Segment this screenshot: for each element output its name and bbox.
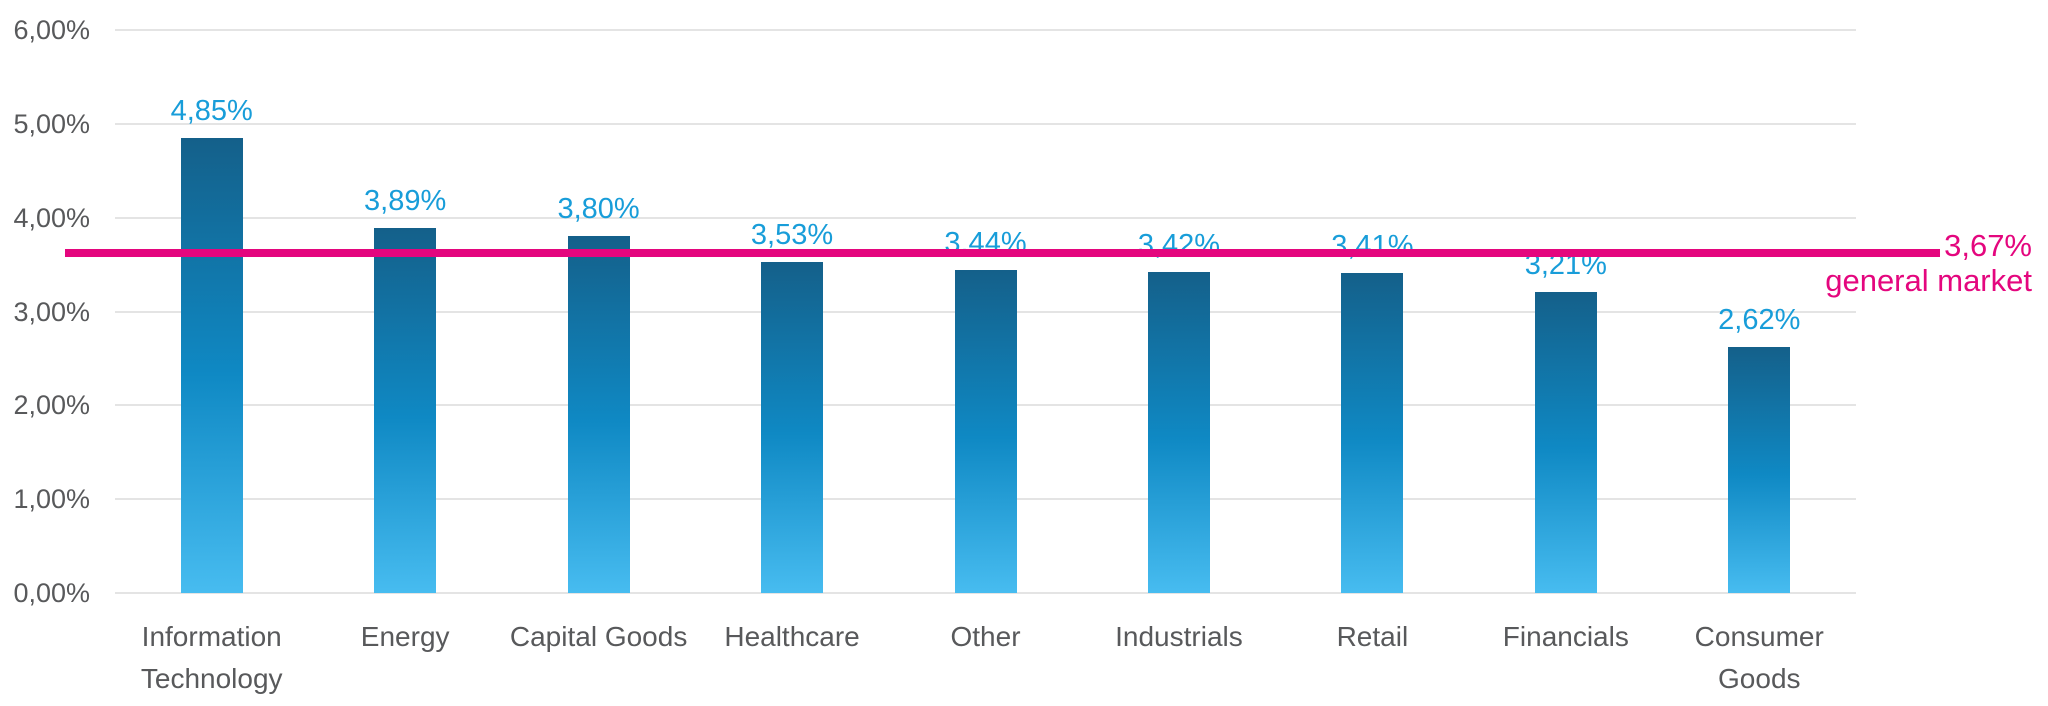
category-label-line: Financials [1502, 621, 1629, 652]
bar-value-label: 4,85% [170, 94, 253, 127]
market-average-value: 3,67% [1944, 228, 2032, 263]
category-label: Consumer Goods [1619, 616, 1899, 700]
y-axis-tick-label: 5,00% [13, 108, 90, 139]
category-label-line: Other [950, 621, 1021, 652]
category-label-line: Retail [1336, 621, 1409, 652]
category-label: Other [846, 616, 1126, 658]
bar-healthcare [761, 261, 824, 593]
category-label-line: Capital Goods [509, 621, 688, 652]
category-label: Capital Goods [459, 616, 739, 658]
y-axis-tick-label: 6,00% [13, 15, 90, 45]
category-label-line: Healthcare [724, 621, 860, 652]
market-average-label: general market [1825, 263, 2032, 298]
bar-value-label: 2,62% [1718, 304, 1801, 337]
category-label: Healthcare [652, 616, 932, 658]
gridline [115, 592, 1856, 594]
category-label: Energy [265, 616, 545, 658]
category-label-line: Technology [140, 663, 283, 694]
gridline [115, 29, 1856, 31]
bar-value-label: 3,53% [750, 218, 834, 251]
category-label-line: Industrials [1115, 621, 1243, 652]
bar-value-label: 3,80% [557, 193, 640, 226]
bar-financials [1534, 291, 1597, 593]
bar-industrials [1147, 272, 1210, 593]
market-average-annotation: 3,67% general market [1825, 228, 2032, 298]
bar-value-label: 3,41% [1331, 230, 1414, 263]
y-axis-tick-label: 3,00% [13, 296, 90, 327]
bar-consumer-goods [1728, 347, 1791, 593]
y-axis-tick-label: 4,00% [13, 202, 90, 233]
category-label: Financials [1426, 616, 1706, 658]
bar-value-label: 3,89% [364, 184, 447, 217]
y-axis-tick-label: 1,00% [13, 484, 90, 515]
bar-other [954, 270, 1017, 593]
y-axis-tick-label: 0,00% [13, 578, 90, 608]
category-label-line: Goods [1718, 663, 1801, 694]
category-label: Information Technology [72, 616, 352, 700]
bar-energy [374, 227, 437, 593]
gridline [115, 122, 1856, 125]
bar-information-technology [180, 137, 243, 593]
category-label: Industrials [1039, 616, 1319, 658]
category-label: Retail [1232, 616, 1512, 658]
y-axis-tick-label: 2,00% [13, 390, 90, 421]
category-label-line: Information [141, 621, 282, 652]
bar-retail [1341, 273, 1404, 593]
market-average-line [65, 248, 1940, 257]
category-label-line: Consumer [1694, 621, 1824, 652]
gridline [115, 216, 1856, 219]
category-label-line: Energy [360, 621, 450, 652]
bar-capital-goods [567, 236, 630, 593]
bar-value-label: 3,42% [1137, 229, 1221, 262]
